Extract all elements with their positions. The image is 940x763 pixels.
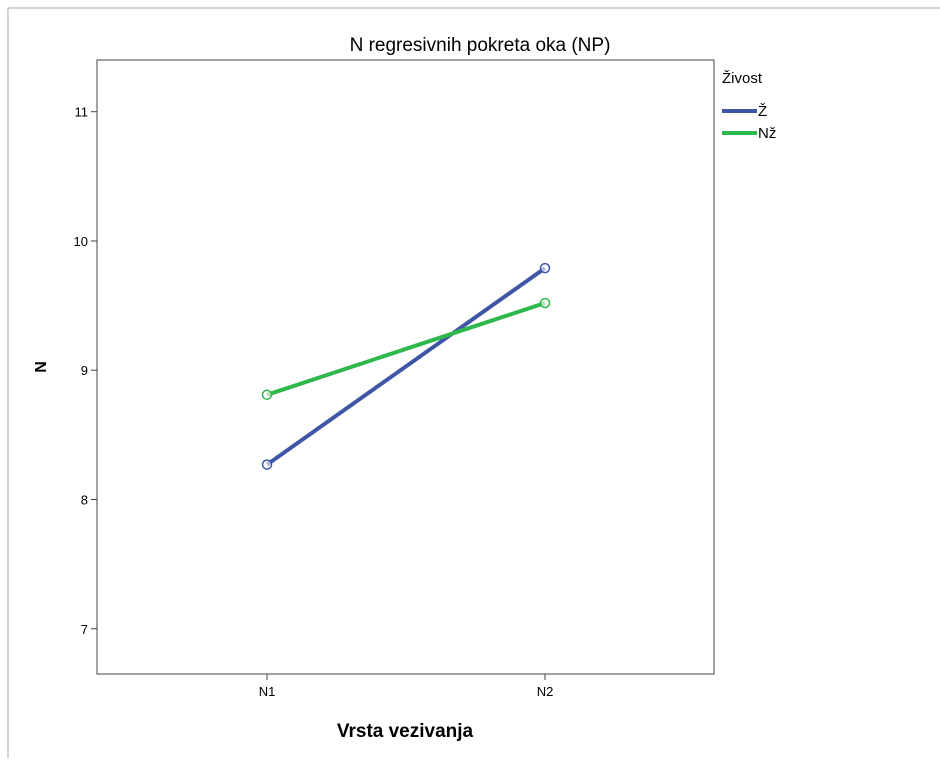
data-point (261, 459, 273, 470)
y-tick-label: 10 (74, 234, 88, 249)
chart-title: N regresivnih pokreta oka (NP) (350, 35, 611, 56)
series-layer (261, 262, 551, 470)
y-axis-ticks: 7 8 9 10 11 (74, 105, 97, 637)
y-tick-label: 7 (81, 622, 88, 637)
x-axis-ticks: N1 N2 (259, 674, 554, 699)
y-axis-label: N (33, 361, 50, 373)
legend-entries: Ž Nž (722, 103, 776, 142)
legend-label: Nž (758, 125, 776, 142)
data-point (261, 389, 273, 401)
data-point (539, 262, 551, 274)
data-point (539, 297, 551, 309)
legend-title: Živost (722, 70, 763, 87)
y-tick-label: 11 (75, 105, 89, 120)
y-tick-label: 8 (81, 492, 88, 507)
x-axis-label: Vrsta vezivanja (337, 721, 474, 742)
x-tick-label: N2 (537, 684, 554, 699)
series-line-0 (265, 266, 547, 467)
series-line-1 (266, 301, 546, 397)
legend-label: Ž (758, 103, 767, 120)
y-tick-label: 9 (81, 363, 88, 378)
x-tick-label: N1 (259, 684, 276, 699)
legend: Živost Ž Nž (722, 70, 776, 142)
